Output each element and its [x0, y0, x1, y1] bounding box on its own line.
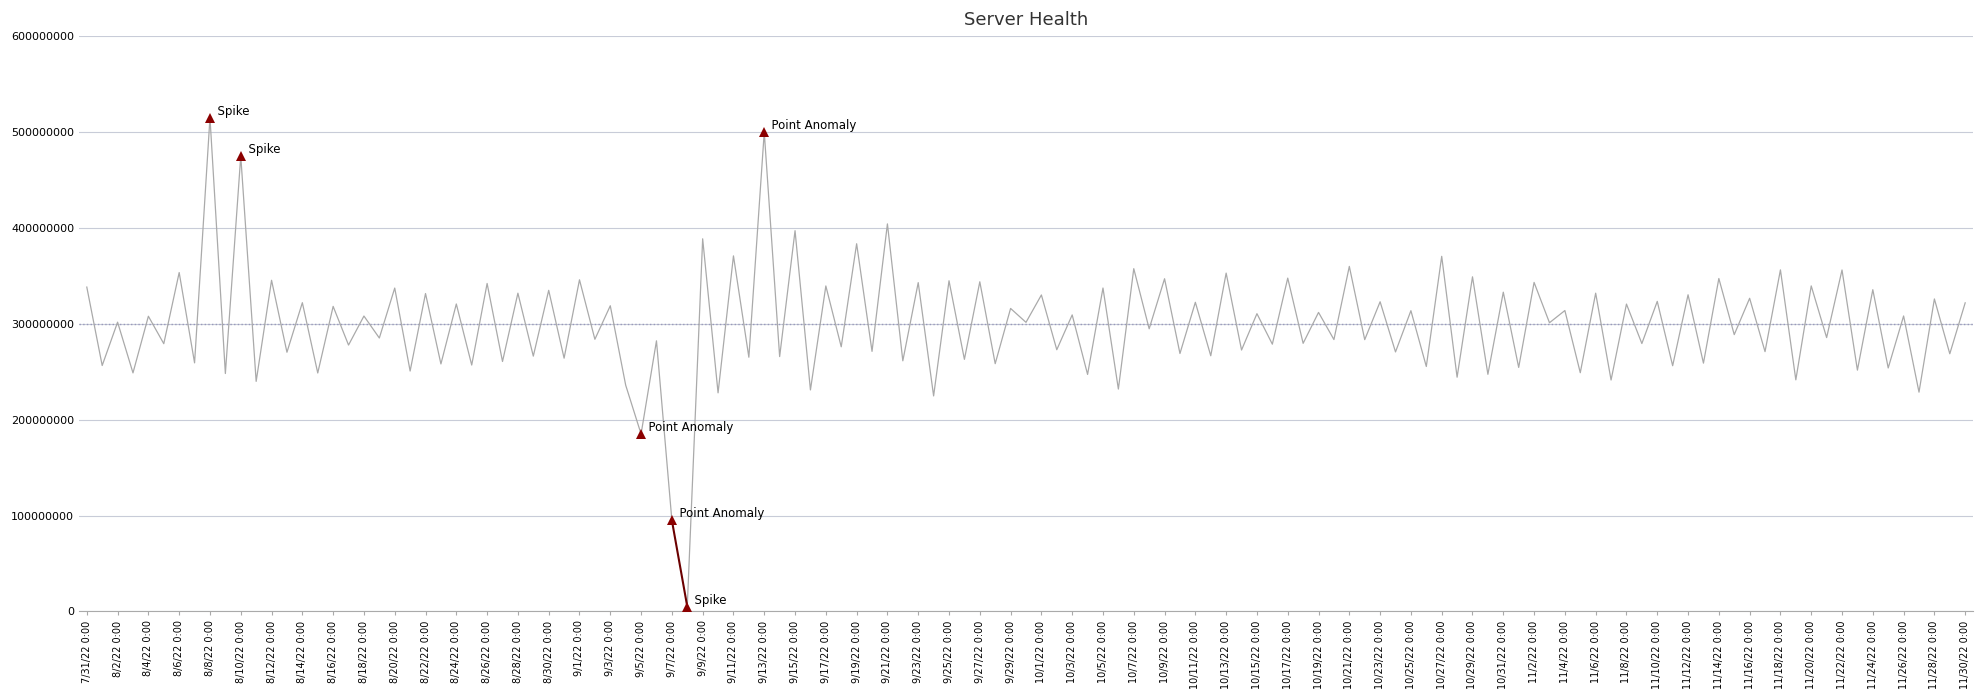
Text: Point Anomaly: Point Anomaly [764, 119, 857, 132]
Text: Spike: Spike [240, 143, 280, 156]
Text: Spike: Spike [210, 105, 250, 118]
Title: Server Health: Server Health [964, 11, 1087, 29]
Text: Point Anomaly: Point Anomaly [641, 421, 734, 434]
Text: Spike: Spike [686, 594, 726, 607]
Text: Point Anomaly: Point Anomaly [673, 508, 764, 520]
